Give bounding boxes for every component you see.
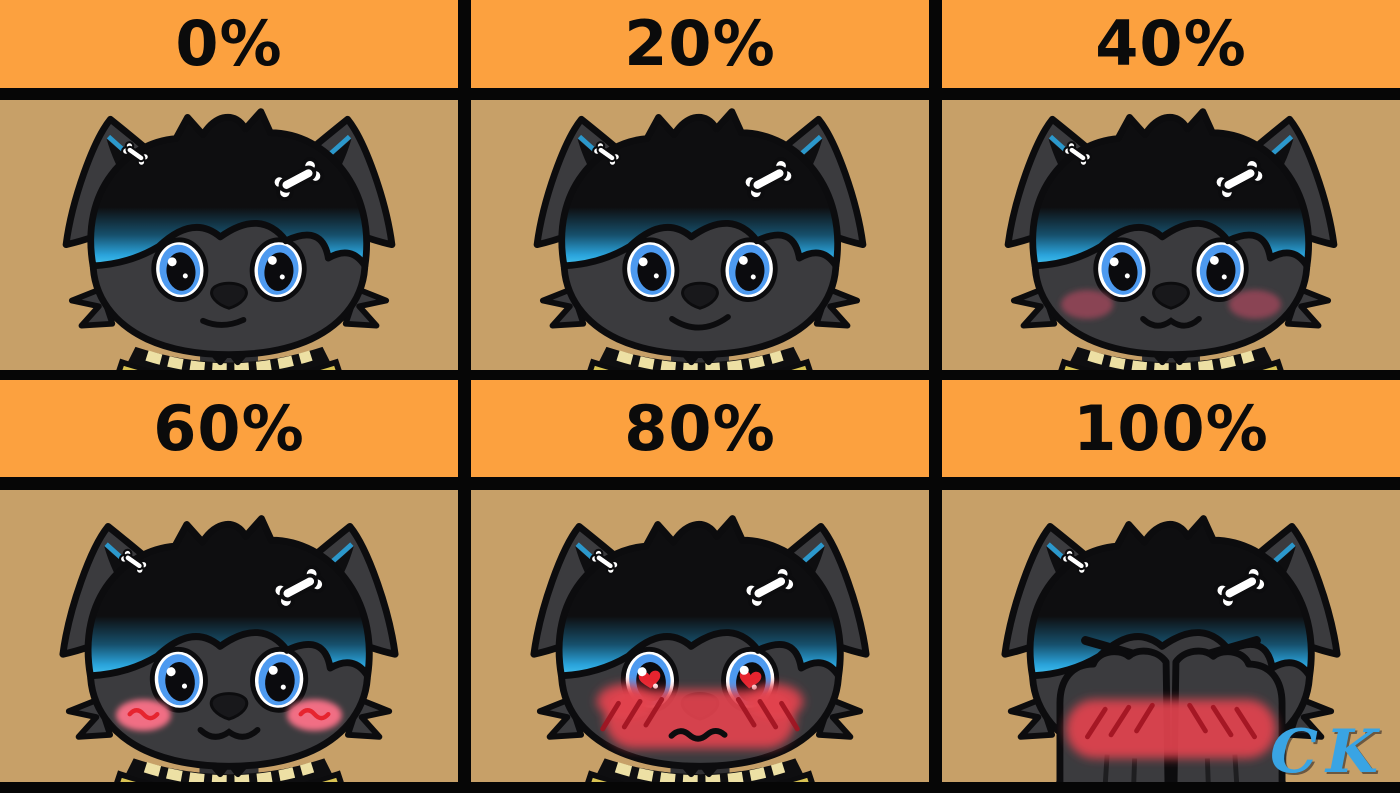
character-art [530, 515, 870, 782]
mouth [668, 727, 728, 742]
bone-clip [1060, 548, 1091, 575]
hair [1026, 515, 1315, 680]
blush-squiggle [115, 699, 343, 731]
character-panel-20 [471, 100, 929, 380]
character-art [62, 108, 396, 370]
character-panel-60 [0, 490, 458, 793]
character-art [59, 515, 399, 782]
bone-clip [271, 565, 327, 610]
bone-clip [742, 565, 798, 610]
bone-clip [1213, 565, 1269, 610]
blush-band [1065, 699, 1277, 759]
hair [84, 515, 373, 680]
mouth [669, 314, 731, 331]
eye [151, 237, 209, 302]
percentage-label: 20% [624, 7, 776, 80]
mouth [200, 316, 247, 328]
percentage-label: 60% [153, 391, 305, 465]
percentage-label: 40% [1095, 7, 1247, 80]
bone-clip [270, 157, 325, 202]
character-panel-0 [0, 100, 458, 380]
bone-clip [741, 157, 796, 202]
percentage-header-80: 80% [471, 380, 929, 490]
blush-band [596, 683, 804, 749]
eye [1093, 237, 1151, 302]
percentage-header-40: 40% [942, 0, 1400, 100]
bone-clip [592, 141, 621, 167]
character-art [533, 108, 867, 370]
eye [622, 237, 680, 302]
percentage-label: 0% [175, 7, 283, 80]
nose [681, 281, 719, 310]
nose [209, 692, 249, 721]
bone-clip [1212, 157, 1267, 202]
bone-clip [589, 548, 620, 575]
character-panel-40 [942, 100, 1400, 380]
percentage-label: 100% [1073, 391, 1269, 465]
character-panel-100: CK [942, 490, 1400, 793]
nose [1152, 281, 1190, 310]
eye [250, 646, 309, 713]
percentage-header-100: 100% [942, 380, 1400, 490]
hair [87, 108, 370, 270]
mouth [197, 726, 261, 740]
blush-soft [1061, 289, 1281, 319]
percentage-label: 80% [624, 391, 776, 465]
eye [149, 646, 208, 713]
percentage-header-20: 20% [471, 0, 929, 100]
hair [558, 108, 841, 270]
character-panel-80 [471, 490, 929, 793]
percentage-header-0: 0% [0, 0, 458, 100]
bone-clip [118, 548, 149, 575]
eye [720, 237, 778, 302]
percentage-header-60: 60% [0, 380, 458, 490]
character-art [1001, 515, 1341, 782]
mouth [1140, 315, 1202, 329]
bone-clip [1063, 141, 1092, 167]
hair [555, 515, 844, 680]
eye [249, 237, 307, 302]
hair [1029, 108, 1312, 270]
bone-clip [121, 141, 150, 167]
character-art [1004, 108, 1338, 370]
nose [210, 281, 248, 310]
